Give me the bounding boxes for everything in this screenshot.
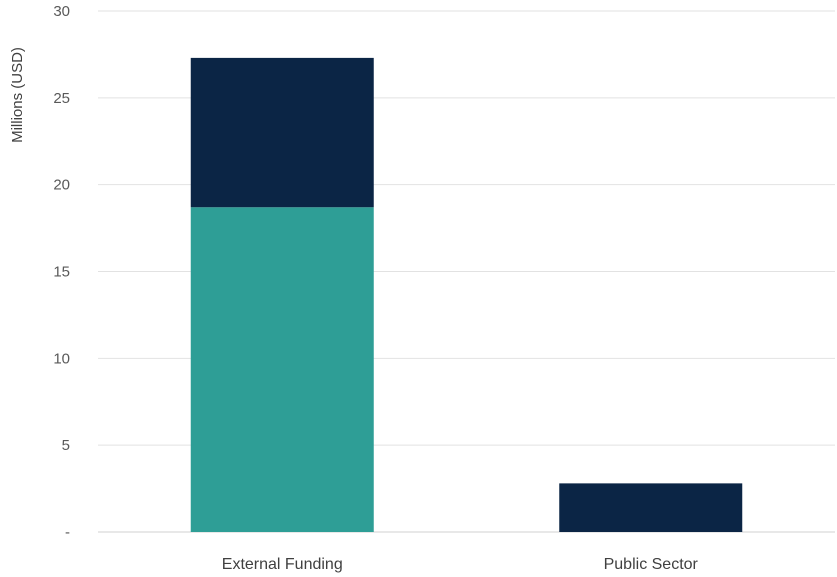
y-tick-label: 25 xyxy=(53,90,70,107)
y-tick-label: 15 xyxy=(53,264,70,281)
bars xyxy=(190,57,743,532)
bar-segment xyxy=(190,207,374,532)
y-tick-label: 5 xyxy=(62,437,70,454)
y-tick-label: 10 xyxy=(53,350,70,367)
y-tick-label: 30 xyxy=(53,3,70,20)
y-axis-ticks: - 5 10 15 20 25 30 xyxy=(53,3,70,541)
x-axis-ticks: External Funding Public Sector xyxy=(222,556,699,573)
bar-segment xyxy=(559,483,743,532)
y-tick-label: 20 xyxy=(53,177,70,194)
bar-segment xyxy=(190,57,374,208)
x-tick-label: External Funding xyxy=(222,556,343,573)
y-axis-title: Millions (USD) xyxy=(9,47,26,143)
x-tick-label: Public Sector xyxy=(604,556,699,573)
y-tick-label: - xyxy=(65,524,70,541)
